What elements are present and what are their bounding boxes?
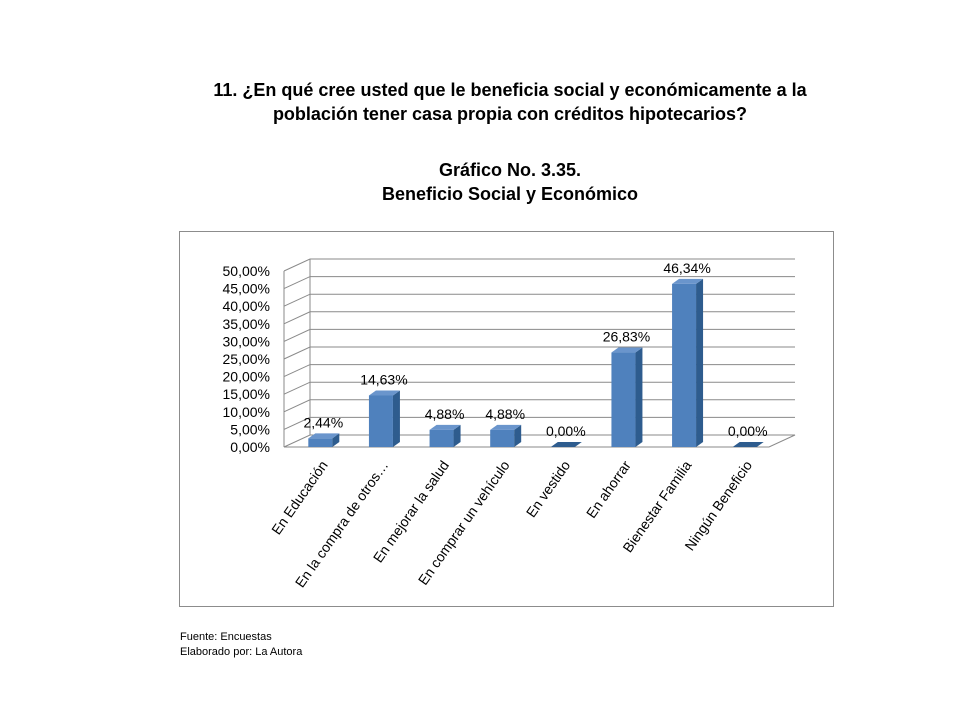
bar-side <box>696 278 704 447</box>
bar-top <box>550 442 582 447</box>
data-label: 14,63% <box>360 372 407 388</box>
bar-side <box>635 347 643 447</box>
bar-front <box>490 429 515 447</box>
y-tick-label: 30,00% <box>223 333 270 349</box>
gridline <box>283 328 795 342</box>
bar-front <box>611 352 636 447</box>
chart-caption: Gráfico No. 3.35. Beneficio Social y Eco… <box>140 158 880 206</box>
gridline <box>283 346 795 360</box>
bar-front <box>308 438 333 447</box>
bar <box>672 278 704 447</box>
y-tick-label: 20,00% <box>223 369 270 385</box>
bar-front <box>672 283 697 447</box>
chart-floor <box>283 434 796 448</box>
x-tick-label: En Educación <box>268 458 331 538</box>
bar-front <box>368 395 393 447</box>
bar <box>490 424 522 447</box>
bar-side <box>514 424 522 447</box>
y-tick-label: 0,00% <box>230 439 270 455</box>
question-line-1: 11. ¿En qué cree usted que le beneficia … <box>213 80 807 100</box>
y-tick-label: 50,00% <box>223 263 270 279</box>
y-tick-label: 25,00% <box>223 351 270 367</box>
bar-top <box>490 424 522 430</box>
y-tick-label: 5,00% <box>230 421 270 437</box>
bar-side <box>392 390 400 447</box>
bar <box>308 433 340 447</box>
gridline <box>283 276 795 290</box>
source-note: Fuente: Encuestas <box>180 631 272 643</box>
bar-top <box>611 347 643 353</box>
bar-side <box>332 433 340 447</box>
x-tick-label: En ahorrar <box>583 457 634 521</box>
chart-area: 0,00% 5,00% 10,00% 15,00% 20,00% 25,00% 30,00%… <box>179 231 834 607</box>
gridline <box>283 258 795 272</box>
data-label: 4,88% <box>485 406 525 422</box>
bar-front <box>429 429 454 447</box>
author-note: Elaborado por: La Autora <box>180 646 303 658</box>
bar <box>611 347 643 447</box>
gridline <box>283 311 795 325</box>
data-label: 26,83% <box>603 329 650 345</box>
bar-top <box>429 424 461 430</box>
x-tick-label: Ningún Beneficio <box>681 457 755 553</box>
bar <box>368 390 400 447</box>
bar-side <box>453 424 461 447</box>
gridline <box>283 293 795 307</box>
bar-top <box>672 278 704 284</box>
data-label: 2,44% <box>303 414 343 430</box>
data-label: 46,34% <box>663 260 710 276</box>
chart-title: Beneficio Social y Económico <box>381 184 639 204</box>
bar <box>732 442 764 447</box>
y-tick-label: 15,00% <box>223 386 270 402</box>
y-tick-label: 35,00% <box>223 316 270 332</box>
bar <box>429 424 461 447</box>
y-tick-label: 10,00% <box>223 404 270 420</box>
bar-top <box>308 433 340 439</box>
question-line-2: población tener casa propia con créditos… <box>272 104 748 124</box>
y-tick-label: 40,00% <box>223 298 270 314</box>
data-label: 0,00% <box>728 423 768 439</box>
gridline <box>283 399 795 413</box>
chart-number: Gráfico No. 3.35. <box>438 160 582 180</box>
footer-notes: Fuente: Encuestas Elaborado por: La Auto… <box>180 630 302 660</box>
gridline <box>283 416 795 430</box>
bar-top <box>368 390 400 396</box>
x-tick-label: En vestido <box>523 457 574 520</box>
data-label: 4,88% <box>425 406 465 422</box>
bar <box>550 442 582 447</box>
data-label: 0,00% <box>546 423 586 439</box>
bar-chart: 0,00% 5,00%10,00% 15,00%20,00% 25,00% 30,00%… <box>223 258 796 590</box>
bar-top <box>732 442 764 447</box>
question-text: 11. ¿En qué cree usted que le beneficia … <box>140 78 880 126</box>
y-tick-label: 45,00% <box>223 281 270 297</box>
